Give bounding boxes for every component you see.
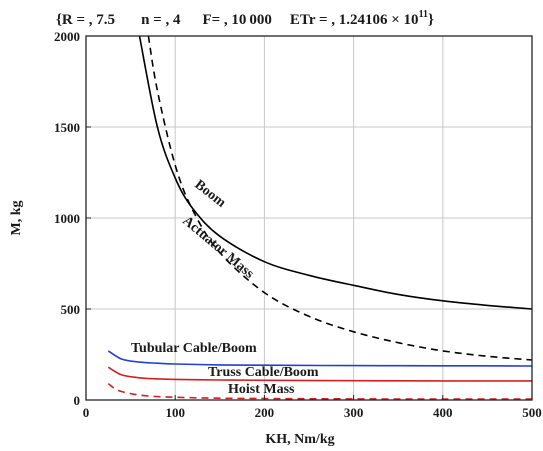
series-line-actuator-mass [147,35,533,361]
label-hoist-mass: Hoist Mass [228,382,295,397]
chart-title: {R = , 7.5 n = , 4 F= , 10 000 ETr = , 1.24… [56,9,434,28]
x-tick-label: 0 [83,405,90,420]
title-brace-open: { [56,12,62,28]
x-axis-label: KH, Nm/kg [265,432,334,447]
title-etr-exponent: 11 [419,9,428,20]
x-tick-label: 200 [255,405,275,420]
y-tick-label: 500 [61,302,81,317]
y-tick-label: 2000 [54,29,80,44]
title-etr: ETr = , 1.24106 × 10 [290,12,419,28]
x-tick-label: 300 [344,405,364,420]
series-line-tubular-cable-boom [107,350,533,367]
label-boom: Boom [192,177,229,211]
series-layer [107,35,533,400]
y-tick-label: 1500 [54,120,80,135]
label-actuator-mass: Actuator Mass [179,214,256,282]
y-tick-label: 1000 [54,211,80,226]
title-f: F= , 10 000 [202,12,271,28]
grid [86,36,532,400]
x-tick-label: 500 [522,405,542,420]
series-line-truss-cable-boom [107,366,532,382]
title-n: n = , 4 [141,12,181,28]
label-truss-cable-boom: Truss Cable/Boom [208,365,319,380]
x-tick-label: 100 [165,405,185,420]
series-line-boom [138,35,533,310]
axis-ticks: 0 100 200 300 400 500 0 500 1000 1500 2000 [54,29,542,420]
label-tubular-cable-boom: Tubular Cable/Boom [131,341,257,356]
title-r: R = , 7.5 [62,12,115,28]
series-line-hoist-mass [107,382,532,400]
x-tick-label: 400 [433,405,453,420]
y-tick-label: 0 [74,393,81,408]
title-brace-close: } [428,12,434,28]
y-axis-label: M, kg [9,201,24,236]
